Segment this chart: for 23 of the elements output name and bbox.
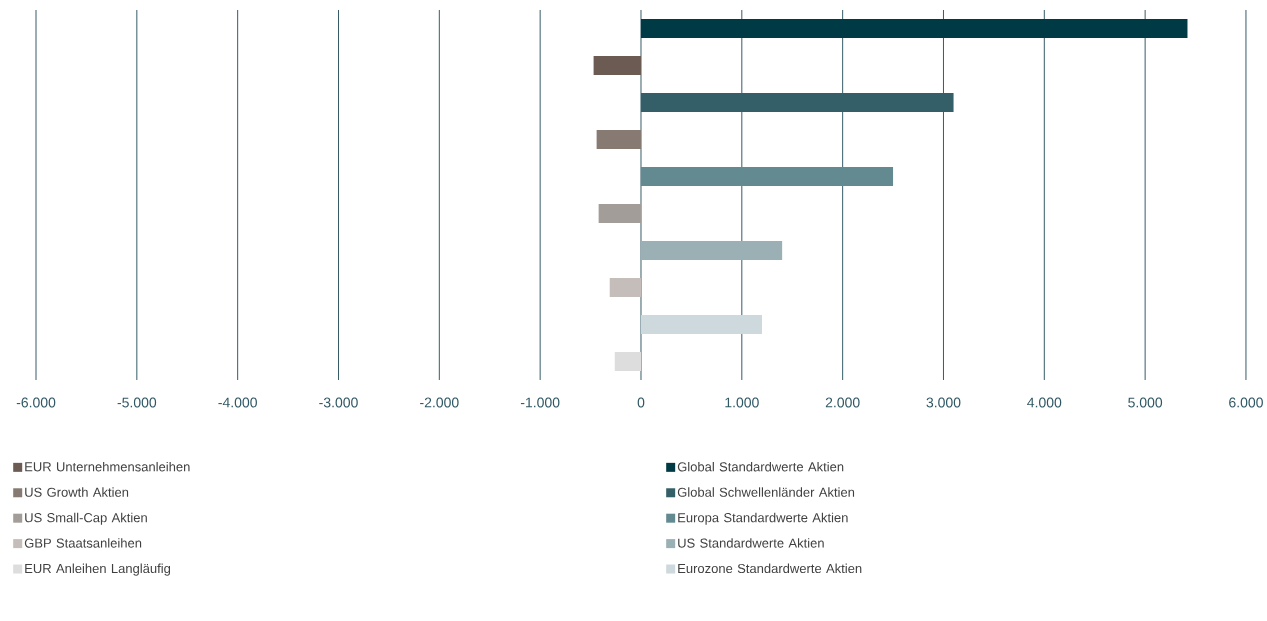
x-tick-label: -5.000 (117, 397, 157, 408)
x-tick-label: 2.000 (825, 397, 860, 408)
legend-label: Europa Standardwerte Aktien (678, 512, 848, 525)
x-tick-label: 0 (637, 397, 645, 408)
legend-label: EUR Unternehmensanleihen (25, 461, 190, 472)
x-tick-label: 5.000 (1128, 397, 1163, 408)
x-tick-label: 1.000 (725, 397, 759, 408)
legend-label: GBP Staatsanleihen (24, 538, 142, 548)
legend-label: Global Schwellenländer Aktien (677, 487, 855, 497)
x-tick-label: 6.000 (1229, 397, 1263, 408)
legend-label: Eurozone Standardwerte Aktien (678, 563, 862, 574)
x-tick-label: 3.000 (926, 397, 961, 408)
x-tick-label: -1.000 (520, 397, 560, 408)
legend-label: Global Standardwerte Aktien (677, 461, 844, 472)
legend-label: US Small-Cap Aktien (25, 512, 147, 525)
legend-label: US Standardwerte Aktien (678, 538, 824, 548)
legend-label: US Growth Aktien (25, 487, 129, 497)
x-tick-label: -2.000 (420, 397, 459, 408)
legend-label: EUR Anleihen Langläufig (25, 563, 171, 576)
x-tick-label: -3.000 (319, 397, 358, 408)
x-tick-label: -6.000 (16, 397, 56, 408)
x-tick-label: -4.000 (218, 397, 257, 408)
x-tick-label: 4.000 (1027, 397, 1062, 408)
